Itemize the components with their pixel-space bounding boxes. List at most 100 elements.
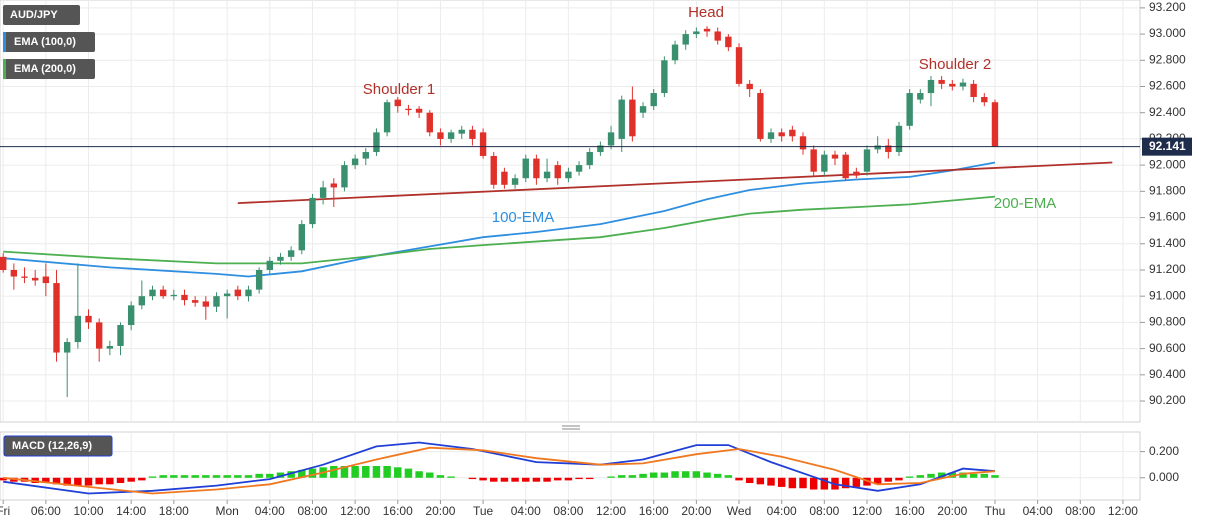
histogram-bar xyxy=(980,473,989,478)
candle-body xyxy=(149,289,156,297)
x-tick-label: 06:00 xyxy=(31,504,61,518)
x-tick-label: 12:00 xyxy=(596,504,626,518)
annotation: Shoulder 1 xyxy=(363,81,436,98)
candle-body xyxy=(650,93,657,107)
x-tick-label: 04:00 xyxy=(767,504,797,518)
candle-body xyxy=(607,132,615,146)
candle-body xyxy=(85,315,92,323)
histogram-bar xyxy=(884,477,893,482)
candle-body xyxy=(95,322,103,349)
candle-body xyxy=(74,315,82,343)
candle-body xyxy=(53,283,60,353)
histogram-bar xyxy=(692,471,701,478)
histogram-bar xyxy=(170,475,178,478)
x-tick-label: 08:00 xyxy=(297,504,327,518)
candle-body xyxy=(447,132,455,139)
histogram-bar xyxy=(820,477,829,490)
annotation: Shoulder 2 xyxy=(919,56,992,73)
histogram-bar xyxy=(447,476,455,478)
histogram-bar xyxy=(554,477,562,481)
candle-body xyxy=(117,325,124,346)
y-tick-label: 93.000 xyxy=(1149,26,1186,40)
candle-body xyxy=(159,289,167,297)
candle-body xyxy=(319,187,327,198)
candle-body xyxy=(917,93,924,100)
histogram-bar xyxy=(735,477,743,481)
candle-body xyxy=(938,79,945,84)
histogram-bar xyxy=(351,466,359,478)
histogram-bar xyxy=(713,473,722,478)
histogram-bar xyxy=(564,477,573,481)
y-tick-label: 91.200 xyxy=(1149,262,1186,276)
legend-item: EMA (200,0) xyxy=(3,59,95,79)
histogram-bar xyxy=(234,475,242,478)
candle-body xyxy=(351,158,359,166)
annotation: 100-EMA xyxy=(492,209,555,226)
histogram-bar xyxy=(287,471,295,478)
macd-label: MACD (12,26,9) xyxy=(3,435,113,457)
candle-body xyxy=(127,305,135,326)
candle-body xyxy=(831,154,839,159)
histogram-bar xyxy=(106,477,114,485)
y-tick-label: 91.000 xyxy=(1149,288,1186,302)
y-tick-label: 91.600 xyxy=(1149,210,1186,224)
histogram-bar xyxy=(383,466,391,478)
x-tick-label: 18:00 xyxy=(159,504,189,518)
candle-body xyxy=(245,289,252,297)
x-tick-label: Mon xyxy=(215,504,238,518)
candle-body xyxy=(639,106,647,113)
histogram-bar xyxy=(500,477,509,482)
candle-body xyxy=(490,155,497,185)
candle-body xyxy=(383,102,391,133)
annotation: Head xyxy=(688,4,724,21)
x-tick-label: 20:00 xyxy=(681,504,711,518)
histogram-bar xyxy=(927,473,935,478)
candle-body xyxy=(970,83,977,97)
y-tick-label: 90.200 xyxy=(1149,393,1186,407)
symbol-label: AUD/JPY xyxy=(3,5,80,25)
candle-body xyxy=(810,149,817,172)
candle-body xyxy=(618,99,625,139)
histogram-bar xyxy=(607,476,615,478)
histogram-bar xyxy=(575,477,583,480)
candle-body xyxy=(362,152,369,159)
histogram-bar xyxy=(649,472,658,478)
histogram-bar xyxy=(681,471,690,478)
candle-body xyxy=(885,145,892,153)
histogram-bar xyxy=(42,477,50,483)
candle-body xyxy=(554,165,561,179)
x-tick-label: 04:00 xyxy=(1023,504,1053,518)
histogram-bar xyxy=(191,475,199,478)
x-tick-label: 14:00 xyxy=(116,504,146,518)
ema-line xyxy=(3,195,996,265)
x-tick-label: Thu xyxy=(985,504,1006,518)
x-tick-label: 08:00 xyxy=(809,504,839,518)
histogram-bar xyxy=(308,468,317,478)
histogram-bar xyxy=(703,472,711,478)
histogram-bar xyxy=(777,477,786,487)
candle-body xyxy=(586,152,593,166)
candle-body xyxy=(874,145,881,150)
legend-item: EMA (100,0) xyxy=(3,32,95,52)
histogram-bar xyxy=(628,475,637,478)
histogram-bar xyxy=(905,476,914,478)
candle-body xyxy=(842,154,849,179)
panel-handle xyxy=(562,425,580,430)
histogram-bar xyxy=(479,477,487,481)
x-tick-label: Tue xyxy=(473,504,494,518)
x-tick-label: 12:00 xyxy=(1108,504,1138,518)
candle-body xyxy=(234,289,242,297)
histogram-bar xyxy=(724,475,733,478)
x-tick-label: 04:00 xyxy=(511,504,541,518)
histogram-bar xyxy=(223,475,231,478)
histogram-bar xyxy=(959,472,967,478)
candle-body xyxy=(778,132,785,137)
candle-body xyxy=(597,145,604,153)
candle-body xyxy=(501,171,508,185)
y-tick-label: 90.600 xyxy=(1149,341,1186,355)
candle-body xyxy=(63,342,71,353)
ema-line xyxy=(3,161,996,278)
candle-body xyxy=(223,293,231,297)
histogram-bar xyxy=(809,477,818,490)
